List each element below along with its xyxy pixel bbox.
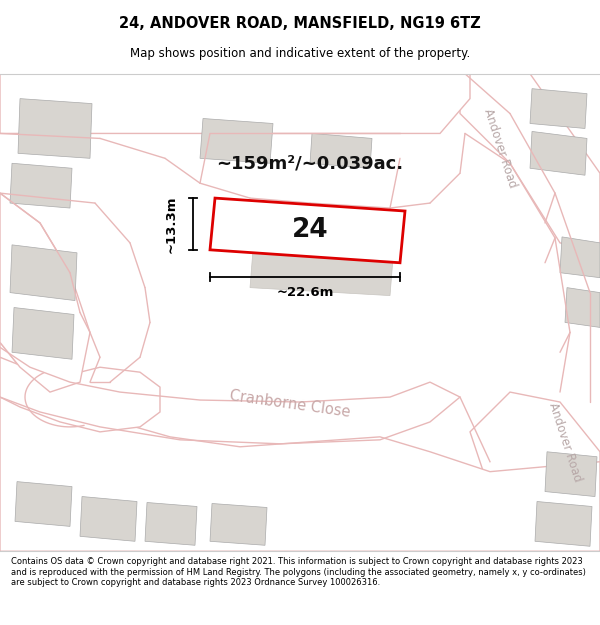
Polygon shape bbox=[0, 357, 160, 432]
Polygon shape bbox=[530, 89, 587, 129]
Polygon shape bbox=[145, 503, 197, 545]
Polygon shape bbox=[470, 392, 600, 551]
Text: ~13.3m: ~13.3m bbox=[164, 195, 178, 252]
Polygon shape bbox=[310, 133, 372, 168]
Polygon shape bbox=[210, 504, 267, 545]
Polygon shape bbox=[0, 193, 90, 392]
Text: Andover Road: Andover Road bbox=[481, 107, 519, 189]
Polygon shape bbox=[530, 131, 587, 175]
Polygon shape bbox=[10, 245, 77, 301]
Polygon shape bbox=[535, 501, 592, 546]
Text: 24, ANDOVER ROAD, MANSFIELD, NG19 6TZ: 24, ANDOVER ROAD, MANSFIELD, NG19 6TZ bbox=[119, 16, 481, 31]
Polygon shape bbox=[80, 496, 137, 541]
Text: Andover Road: Andover Road bbox=[546, 401, 584, 483]
Polygon shape bbox=[200, 119, 273, 163]
Polygon shape bbox=[250, 225, 395, 296]
Polygon shape bbox=[12, 308, 74, 359]
Text: ~22.6m: ~22.6m bbox=[277, 286, 334, 299]
Text: ~159m²/~0.039ac.: ~159m²/~0.039ac. bbox=[217, 154, 404, 173]
Polygon shape bbox=[0, 342, 600, 551]
Polygon shape bbox=[15, 482, 72, 526]
Polygon shape bbox=[210, 198, 405, 262]
Text: Contains OS data © Crown copyright and database right 2021. This information is : Contains OS data © Crown copyright and d… bbox=[11, 557, 586, 587]
Polygon shape bbox=[565, 288, 600, 328]
Text: Cranborne Close: Cranborne Close bbox=[229, 388, 352, 420]
Polygon shape bbox=[0, 74, 470, 133]
Text: 24: 24 bbox=[292, 217, 328, 243]
Polygon shape bbox=[460, 74, 600, 253]
Polygon shape bbox=[545, 452, 597, 496]
Polygon shape bbox=[18, 99, 92, 158]
Polygon shape bbox=[560, 237, 600, 278]
Text: Map shows position and indicative extent of the property.: Map shows position and indicative extent… bbox=[130, 47, 470, 59]
Polygon shape bbox=[10, 163, 72, 208]
